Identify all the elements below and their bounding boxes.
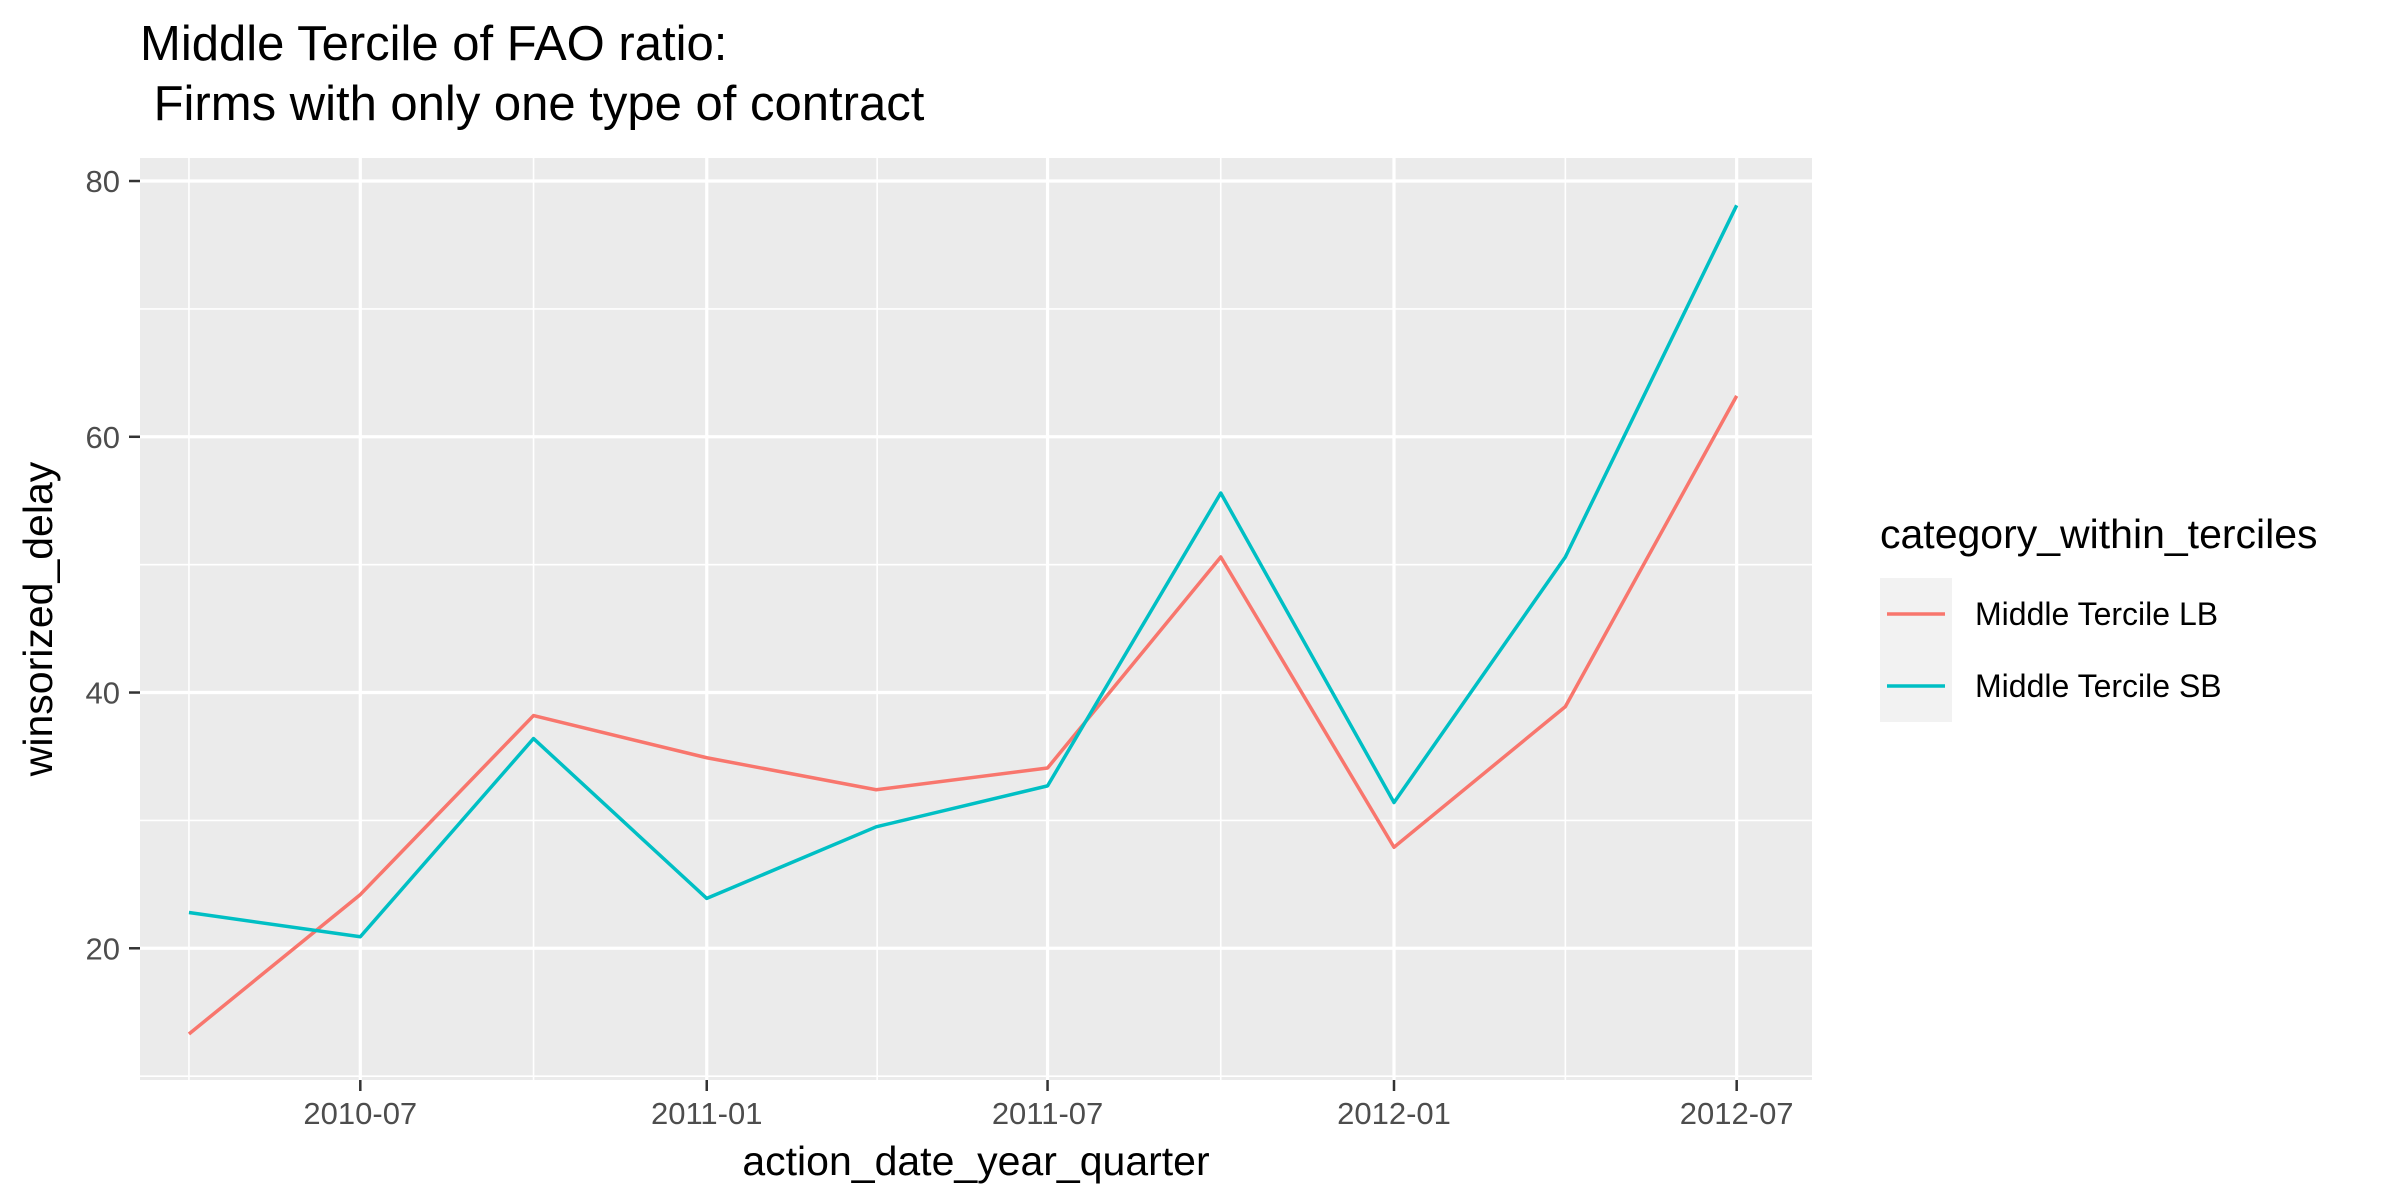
y-axis-title: winsorized_delay [15, 461, 61, 777]
y-tick-label-20: 20 [86, 931, 120, 966]
x-tick-label-2011-07: 2011-07 [992, 1096, 1103, 1131]
y-tick-label-40: 40 [86, 676, 120, 711]
major-gridlines [140, 158, 1812, 1080]
series-line-middle-tercile-lb [187, 395, 1739, 1036]
x-tick-label-2012-07: 2012-07 [1680, 1096, 1794, 1131]
legend-label-lb: Middle Tercile LB [1975, 596, 2218, 632]
legend: category_within_terciles Middle Tercile … [1880, 511, 2318, 722]
x-axis: 2010-07 2011-01 2011-07 2012-01 2012-07 [303, 1080, 1794, 1131]
y-tick-label-60: 60 [86, 420, 120, 455]
chart-title-line-2: Firms with only one type of contract [140, 77, 925, 131]
y-axis: 20 40 60 80 [86, 164, 140, 966]
legend-label-sb: Middle Tercile SB [1975, 668, 2222, 704]
minor-gridlines [140, 158, 1812, 1080]
y-tick-label-80: 80 [86, 164, 120, 199]
legend-title: category_within_terciles [1880, 511, 2318, 557]
series-lines [187, 204, 1739, 1036]
x-tick-label-2010-07: 2010-07 [303, 1096, 417, 1131]
x-tick-label-2011-01: 2011-01 [651, 1096, 762, 1131]
series-line-middle-tercile-sb [188, 204, 1739, 939]
x-tick-label-2012-01: 2012-01 [1337, 1096, 1451, 1131]
chart-title-line-1: Middle Tercile of FAO ratio: [140, 17, 727, 71]
plot-panel [140, 158, 1812, 1080]
x-axis-title: action_date_year_quarter [742, 1138, 1209, 1184]
